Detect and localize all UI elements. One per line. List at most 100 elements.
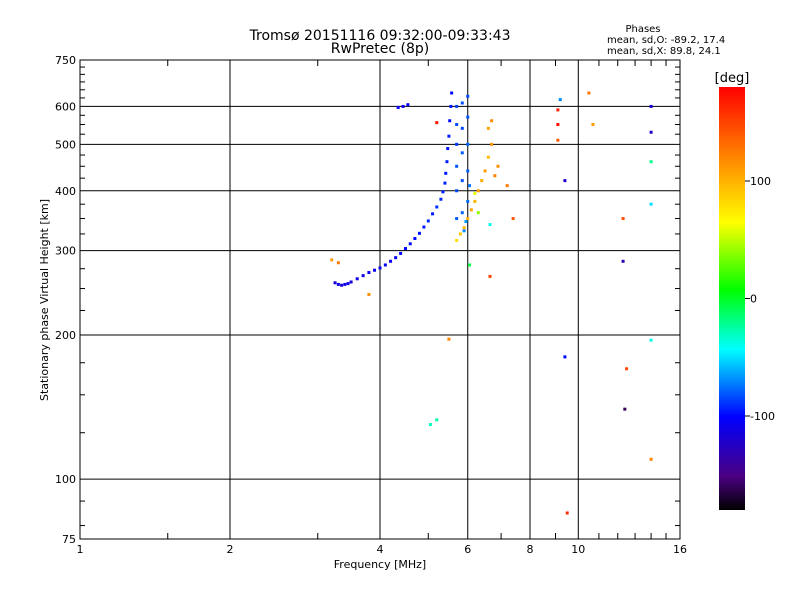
- data-point: [466, 115, 470, 119]
- data-point: [468, 263, 472, 267]
- data-point: [373, 268, 377, 272]
- colorbar-tick-label: 0: [750, 293, 757, 306]
- data-point: [460, 211, 464, 215]
- y-tick-label: 600: [55, 100, 76, 113]
- data-point: [496, 164, 500, 168]
- data-point: [490, 119, 494, 123]
- data-point: [336, 282, 340, 286]
- data-point: [406, 103, 410, 107]
- y-tick-label: 300: [55, 245, 76, 258]
- data-points: [330, 91, 653, 515]
- y-axis-label: Stationary phase Virtual Height [km]: [38, 199, 51, 401]
- colorbar-tick-label: -100: [750, 410, 775, 423]
- x-tick-label: 4: [377, 543, 384, 556]
- data-point: [333, 281, 337, 285]
- data-point: [483, 169, 487, 173]
- data-point: [435, 121, 439, 125]
- data-point: [367, 292, 371, 296]
- stats-o-line: mean, sd,O: -89.2, 17.4: [607, 35, 725, 46]
- x-tick-label: 8: [527, 543, 534, 556]
- data-point: [441, 190, 445, 194]
- data-point: [443, 181, 447, 185]
- data-point: [448, 119, 452, 123]
- chart-subtitle: RwPretec (8p): [331, 41, 429, 57]
- data-point: [435, 418, 439, 422]
- x-axis-label: Frequency [MHz]: [334, 558, 426, 571]
- data-point: [460, 179, 464, 183]
- data-point: [511, 217, 515, 221]
- x-tick-label: 1: [77, 543, 84, 556]
- data-point: [649, 160, 653, 164]
- data-point: [455, 123, 459, 127]
- data-point: [460, 151, 464, 155]
- plot-frame: [79, 59, 681, 540]
- data-point: [446, 147, 450, 151]
- data-point: [556, 108, 560, 112]
- data-point: [623, 407, 627, 411]
- data-point: [558, 98, 562, 102]
- data-point: [563, 179, 567, 183]
- data-point: [455, 189, 459, 193]
- grid-lines: [80, 60, 680, 539]
- data-point: [346, 282, 350, 286]
- data-point: [401, 104, 405, 108]
- data-point: [355, 277, 359, 281]
- data-point: [649, 457, 653, 461]
- data-point: [450, 91, 454, 95]
- data-point: [563, 355, 567, 359]
- data-point: [505, 184, 509, 188]
- data-point: [476, 189, 480, 193]
- data-point: [455, 104, 459, 108]
- data-point: [464, 220, 468, 224]
- data-point: [422, 225, 426, 229]
- y-tick-label: 500: [55, 138, 76, 151]
- data-point: [431, 212, 435, 216]
- data-point: [455, 142, 459, 146]
- data-point: [330, 258, 334, 262]
- data-point: [455, 164, 459, 168]
- data-point: [340, 283, 344, 287]
- data-point: [462, 229, 466, 233]
- data-point: [466, 94, 470, 98]
- colorbar-label: [deg]: [715, 71, 750, 86]
- data-point: [445, 160, 449, 164]
- data-point: [462, 226, 466, 230]
- y-tick-label: 400: [55, 185, 76, 198]
- x-tick-label: 2: [227, 543, 234, 556]
- data-point: [455, 217, 459, 221]
- data-point: [396, 105, 400, 109]
- data-point: [378, 266, 382, 270]
- data-point: [383, 263, 387, 267]
- data-point: [439, 197, 443, 201]
- data-point: [466, 217, 470, 221]
- data-point: [447, 134, 451, 138]
- data-point: [466, 199, 470, 203]
- stats-title: Phases: [625, 24, 660, 35]
- x-tick-label: 16: [673, 543, 687, 556]
- data-point: [488, 274, 492, 278]
- data-point: [343, 282, 347, 286]
- data-point: [625, 367, 629, 371]
- y-tick-label: 75: [62, 533, 76, 546]
- colorbar: [719, 87, 745, 510]
- data-point: [394, 256, 398, 260]
- data-point: [488, 223, 492, 227]
- data-point: [458, 232, 462, 236]
- data-point: [649, 338, 653, 342]
- stats-x-line: mean, sd,X: 89.8, 24.1: [607, 46, 721, 57]
- data-point: [361, 274, 365, 278]
- data-point: [476, 211, 480, 215]
- data-point: [493, 174, 497, 178]
- x-tick-label: 6: [464, 543, 471, 556]
- colorbar-tick-label: 100: [750, 175, 771, 188]
- data-point: [426, 219, 430, 223]
- data-point: [556, 138, 560, 142]
- axis-ticks: 1 2 4 6 8 10 16 75 100 200 300 400 500 600 750: [55, 54, 687, 556]
- data-point: [556, 123, 560, 127]
- data-point: [466, 169, 470, 173]
- data-point: [591, 123, 595, 127]
- data-point: [403, 247, 407, 251]
- data-point: [435, 205, 439, 209]
- chart-title: Tromsø 20151116 09:32:00-09:33:43: [249, 28, 511, 44]
- y-tick-label: 100: [55, 473, 76, 486]
